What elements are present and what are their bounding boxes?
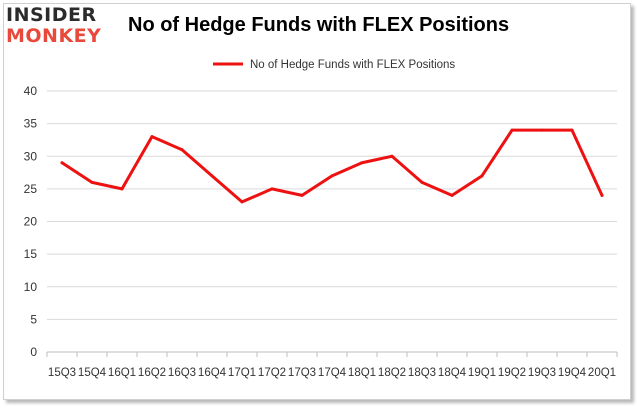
chart-title: No of Hedge Funds with FLEX Positions xyxy=(128,14,510,36)
x-tick-label: 19Q3 xyxy=(528,367,556,379)
x-tick-label: 19Q1 xyxy=(468,367,496,379)
data-point xyxy=(570,128,574,132)
logo-text-top: INSIDER xyxy=(6,4,97,26)
x-tick-label: 20Q1 xyxy=(588,367,616,379)
y-tick-label: 20 xyxy=(24,215,38,229)
insider-monkey-logo: INSIDER MONKEY xyxy=(6,6,114,46)
data-point xyxy=(150,135,154,139)
data-point xyxy=(600,193,604,197)
data-point xyxy=(330,174,334,178)
y-tick-label: 15 xyxy=(24,247,38,261)
data-point xyxy=(540,128,544,132)
data-point xyxy=(60,161,64,165)
y-tick-label: 0 xyxy=(30,345,37,359)
x-tick-label: 18Q3 xyxy=(408,367,436,379)
data-point xyxy=(120,187,124,191)
y-tick-label: 30 xyxy=(24,149,38,163)
y-tick-label: 35 xyxy=(24,117,38,131)
x-tick-label: 18Q4 xyxy=(438,367,467,379)
data-point xyxy=(360,161,364,165)
x-tick-label: 17Q4 xyxy=(318,367,347,379)
x-tick-label: 16Q3 xyxy=(168,367,196,379)
data-point xyxy=(450,193,454,197)
y-tick-label: 25 xyxy=(24,182,38,196)
data-point xyxy=(240,200,244,204)
data-point xyxy=(390,154,394,158)
x-tick-label: 19Q4 xyxy=(558,367,587,379)
data-point xyxy=(420,180,424,184)
data-point xyxy=(480,174,484,178)
x-tick-label: 18Q2 xyxy=(378,367,406,379)
x-tick-label: 16Q2 xyxy=(138,367,166,379)
data-point xyxy=(510,128,514,132)
x-tick-label: 19Q2 xyxy=(498,367,526,379)
series-line xyxy=(60,128,604,204)
data-point xyxy=(300,193,304,197)
data-point xyxy=(90,180,94,184)
x-tick-label: 17Q3 xyxy=(288,367,316,379)
legend-label: No of Hedge Funds with FLEX Positions xyxy=(250,59,455,71)
data-point xyxy=(210,174,214,178)
x-tick-label: 17Q1 xyxy=(228,367,256,379)
chart-frame xyxy=(3,3,631,400)
y-tick-label: 5 xyxy=(30,312,37,326)
x-tick-label: 17Q2 xyxy=(258,367,286,379)
x-tick-label: 16Q4 xyxy=(198,367,227,379)
y-tick-label: 40 xyxy=(24,84,38,98)
data-point xyxy=(180,148,184,152)
x-tick-label: 18Q1 xyxy=(348,367,376,379)
x-tick-label: 16Q1 xyxy=(108,367,136,379)
x-tick-label: 15Q3 xyxy=(48,367,76,379)
data-point xyxy=(270,187,274,191)
logo-text-bottom: MONKEY xyxy=(6,25,102,47)
x-tick-label: 15Q4 xyxy=(78,367,107,379)
y-tick-label: 10 xyxy=(24,280,38,294)
